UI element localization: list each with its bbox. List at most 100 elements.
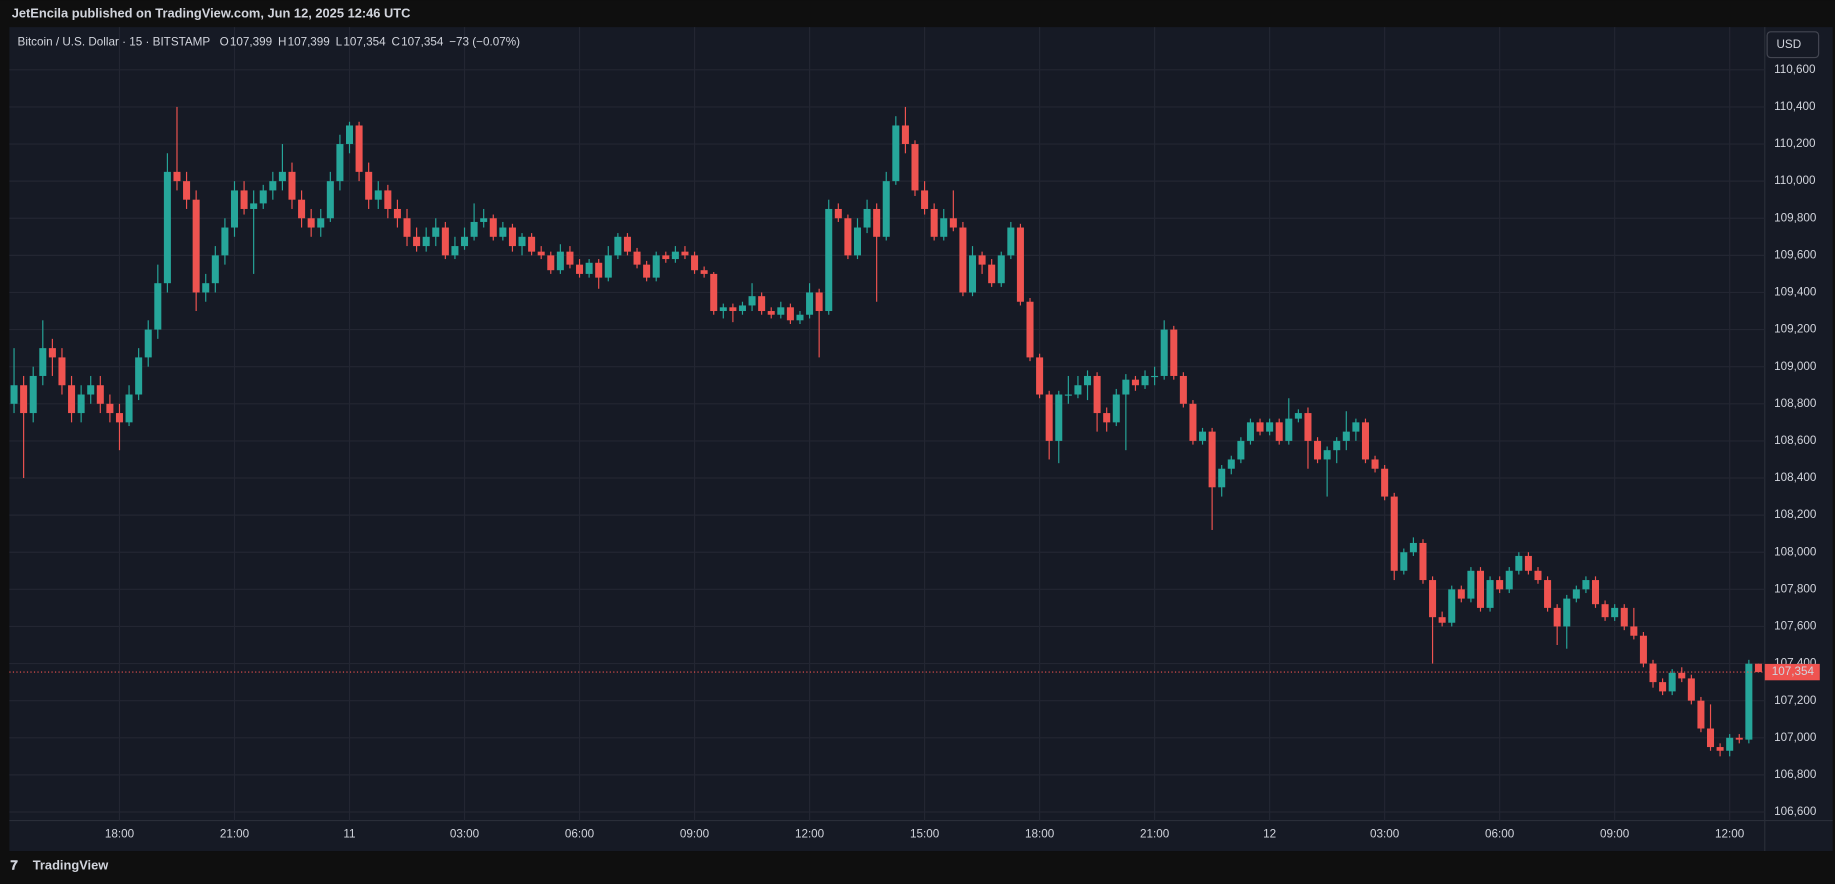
candle-body <box>451 246 459 256</box>
x-tick-label: 15:00 <box>910 828 940 841</box>
candle-body <box>997 255 1005 284</box>
x-tick-label: 18:00 <box>1025 828 1055 841</box>
candle-body <box>499 227 507 237</box>
candle-body <box>710 273 718 312</box>
candle-body <box>1735 737 1743 740</box>
candle-body <box>211 255 219 284</box>
y-tick-label: 110,000 <box>1774 174 1816 187</box>
ohlc-value: 107,354 <box>343 35 386 48</box>
candle-body <box>1084 375 1092 386</box>
x-tick-label: 03:00 <box>450 828 480 841</box>
ohlc-value: 107,399 <box>288 35 330 48</box>
candle-body <box>518 236 526 247</box>
candle-body <box>1553 607 1561 627</box>
candle-body <box>537 251 545 256</box>
y-tick-label: 108,000 <box>1774 545 1817 558</box>
candle-body <box>1467 570 1475 599</box>
candle-body <box>1687 678 1695 701</box>
candle-body <box>48 348 56 358</box>
candle-body <box>604 255 612 278</box>
y-tick-label: 107,000 <box>1774 731 1817 744</box>
candle-body <box>748 296 756 306</box>
candle-body <box>1582 580 1590 590</box>
candle-body <box>39 348 47 376</box>
candle-body <box>1678 672 1686 679</box>
candle-body <box>221 227 229 256</box>
candle-body <box>202 283 210 293</box>
candle-body <box>336 144 344 182</box>
candle-body <box>259 190 267 204</box>
candle-body <box>863 208 871 228</box>
candle-body <box>1285 418 1293 441</box>
candle-body <box>250 203 258 209</box>
candle-body <box>1563 598 1571 627</box>
change: −73 (−0.07%) <box>449 35 520 48</box>
candle-body <box>738 305 746 312</box>
candle-body <box>633 251 641 265</box>
candle-body <box>298 199 306 219</box>
candle-body <box>968 255 977 293</box>
candle-body <box>1304 413 1312 441</box>
x-tick-label: 12:00 <box>795 828 825 841</box>
candle-body <box>815 292 823 312</box>
y-tick-label: 108,600 <box>1774 434 1817 447</box>
candle-body <box>480 218 488 222</box>
candle-body <box>873 208 881 237</box>
candle-body <box>29 375 37 414</box>
candle-body <box>1486 580 1494 608</box>
candle-body <box>20 385 28 414</box>
candle-body <box>988 264 996 284</box>
candle-body <box>556 251 564 271</box>
candle-body <box>1208 431 1216 488</box>
currency-box[interactable] <box>1766 31 1820 59</box>
candle-body <box>1160 329 1168 376</box>
candle-body <box>777 307 785 315</box>
candle-body <box>58 357 66 386</box>
candle-body <box>1131 379 1139 386</box>
last-price-label: 107,354 <box>1772 665 1815 678</box>
candle-body <box>384 190 392 209</box>
candle-body <box>1007 227 1015 256</box>
candle-body <box>911 144 919 191</box>
candle-body <box>1036 357 1044 395</box>
candle-body <box>489 218 497 237</box>
candle-body <box>585 262 593 274</box>
y-tick-label: 107,200 <box>1774 694 1817 707</box>
candle-body <box>1333 440 1341 451</box>
candle-body <box>125 394 133 423</box>
candle-body <box>652 255 660 278</box>
candle-body <box>576 264 584 274</box>
candle-body <box>374 190 382 200</box>
candle-body <box>1141 375 1149 386</box>
candle-body <box>921 190 929 209</box>
candle-body <box>1055 394 1063 441</box>
candle-body <box>154 283 162 330</box>
candle-body <box>1016 227 1024 302</box>
candle-body <box>1726 737 1734 751</box>
candle-body <box>288 171 296 200</box>
candle-body <box>1534 570 1542 581</box>
candle-body <box>767 311 775 315</box>
publisher: JetEncila published on TradingView.com, … <box>12 6 411 21</box>
candle-body <box>1505 570 1513 590</box>
candle-body <box>1745 663 1753 740</box>
x-tick-label: 12 <box>1263 828 1276 841</box>
candle-body <box>623 236 631 252</box>
candle-body <box>1630 626 1638 636</box>
candle-body <box>1314 440 1322 460</box>
candle-body <box>192 199 200 293</box>
candle-body <box>959 227 967 293</box>
candle-body <box>1419 542 1427 581</box>
candle-body <box>1256 422 1264 432</box>
y-tick-label: 108,200 <box>1774 508 1817 521</box>
candle-body <box>825 208 833 312</box>
y-tick-label: 110,600 <box>1774 63 1816 76</box>
candle-body <box>173 171 181 182</box>
currency[interactable]: USD <box>1776 38 1801 51</box>
candle-body <box>547 255 555 271</box>
candle-body <box>1754 663 1762 673</box>
y-tick-label: 109,000 <box>1774 360 1817 373</box>
candle-body <box>393 208 401 219</box>
candle-body <box>1237 440 1245 460</box>
